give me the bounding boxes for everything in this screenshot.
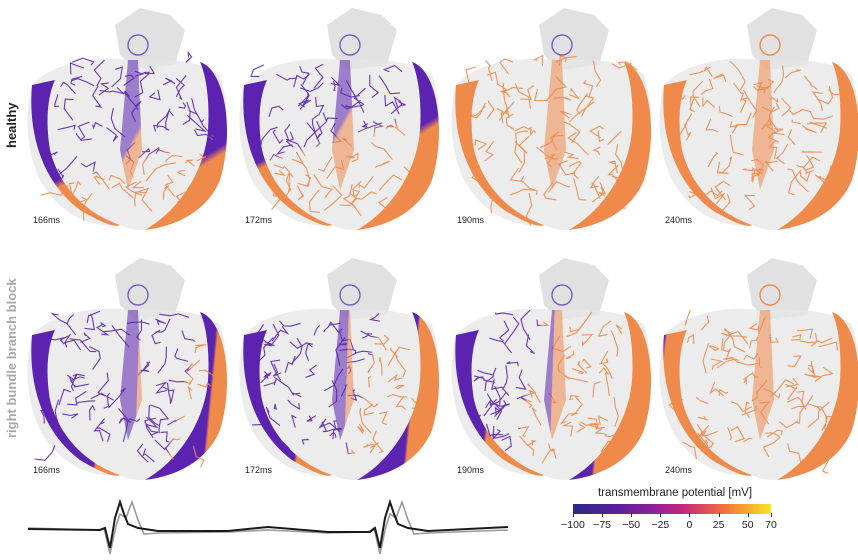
- colorbar-tick: [771, 513, 772, 517]
- septum: [752, 60, 774, 190]
- time-label: 172ms: [245, 465, 273, 475]
- time-label: 190ms: [457, 215, 485, 225]
- colorbar-tick: [660, 513, 662, 517]
- time-label: 190ms: [457, 465, 485, 475]
- his-bundle-ring: [551, 34, 573, 56]
- ventricle-wall-right: [357, 312, 440, 480]
- colorbar-tick-label: 50: [741, 519, 754, 531]
- colorbar-tick: [602, 513, 604, 517]
- time-label: 240ms: [665, 465, 693, 475]
- time-label: 166ms: [33, 215, 61, 225]
- ecg-trace-plot: [28, 498, 508, 555]
- purkinje-network: [465, 54, 638, 227]
- colorbar-tick: [689, 513, 691, 517]
- row-label-rbbb: right bundle branch block: [4, 278, 19, 438]
- aorta-shape: [747, 8, 817, 70]
- colorbar-tick: [631, 513, 633, 517]
- septum: [544, 60, 566, 190]
- his-bundle-ring: [759, 34, 781, 56]
- colorbar-gradient: [573, 504, 771, 514]
- ventricle-wall-right: [357, 62, 440, 230]
- aorta-shape: [539, 8, 609, 70]
- ventricle-wall-right: [145, 312, 228, 480]
- colorbar-tick-label: −25: [651, 519, 670, 531]
- colorbar-tick-label: 0: [686, 519, 693, 531]
- colorbar-tick-label: −50: [622, 519, 641, 531]
- colorbar-tick-labels: −100 −75 −50 −25 0 25 50 70: [560, 519, 790, 533]
- heart-panel: 172ms: [232, 250, 442, 485]
- ventricle-wall: [663, 80, 752, 226]
- ventricle-wall-right: [569, 312, 652, 480]
- ventricle-wall: [455, 330, 544, 476]
- colorbar-tick-label: 70: [765, 519, 777, 531]
- septum: [120, 60, 142, 190]
- aorta-shape: [327, 258, 397, 320]
- ventricle-wall: [243, 330, 332, 476]
- septum: [332, 310, 354, 440]
- heart-panel: 172ms: [232, 0, 442, 235]
- time-label: 172ms: [245, 215, 273, 225]
- colorbar-tick: [718, 513, 720, 517]
- ecg-trace-healthy: [28, 498, 508, 549]
- purkinje-network: [34, 310, 222, 468]
- aorta-shape: [747, 258, 817, 320]
- colorbar-legend: transmembrane potential [mV] −100 −75 −50−…: [560, 487, 790, 557]
- heart-panel: 190ms: [444, 0, 654, 235]
- ventricle-wall: [663, 330, 752, 476]
- his-bundle-ring: [127, 34, 149, 56]
- heart-panel: 190ms: [444, 250, 654, 485]
- colorbar-ticks: [573, 513, 772, 518]
- colorbar-title: transmembrane potential [mV]: [597, 487, 753, 499]
- his-bundle-ring: [127, 284, 149, 306]
- heart-panel: 166ms: [20, 0, 230, 235]
- purkinje-network: [668, 309, 838, 474]
- time-label: 240ms: [665, 215, 693, 225]
- his-bundle-ring: [339, 284, 361, 306]
- his-bundle-ring: [339, 34, 361, 56]
- colorbar-tick-label: 25: [712, 519, 725, 531]
- purkinje-network: [252, 313, 423, 459]
- ventricle-wall-right: [777, 62, 858, 230]
- time-label: 166ms: [33, 465, 61, 475]
- septum: [120, 310, 142, 440]
- colorbar-tick-label: −100: [561, 519, 585, 531]
- purkinje-network: [40, 50, 214, 221]
- heart-panel: 240ms: [652, 250, 858, 485]
- row-label-healthy: healthy: [4, 102, 19, 148]
- aorta-shape: [327, 8, 397, 70]
- aorta-shape: [539, 258, 609, 320]
- ventricle-wall-right: [569, 62, 652, 230]
- colorbar-tick: [747, 513, 749, 517]
- purkinje-network: [672, 60, 844, 217]
- his-bundle-ring: [551, 284, 573, 306]
- septum: [752, 310, 774, 440]
- purkinje-network: [467, 309, 625, 464]
- aorta-shape: [115, 258, 185, 320]
- ventricle-wall: [31, 80, 121, 226]
- ventricle-wall: [31, 330, 121, 476]
- ventricle-wall-right: [777, 312, 858, 480]
- heart-panel: 166ms: [20, 250, 230, 485]
- septum: [332, 60, 354, 190]
- colorbar-tick-label: −75: [593, 519, 612, 531]
- ventricle-wall-right: [145, 62, 228, 230]
- colorbar-tick: [573, 513, 574, 517]
- ventricle-wall: [455, 80, 544, 226]
- ventricle-wall: [243, 80, 332, 226]
- septum: [544, 310, 566, 440]
- ecg-trace-rbbb: [28, 499, 508, 555]
- aorta-shape: [115, 8, 185, 70]
- heart-panel: 240ms: [652, 0, 858, 235]
- his-bundle-ring: [759, 284, 781, 306]
